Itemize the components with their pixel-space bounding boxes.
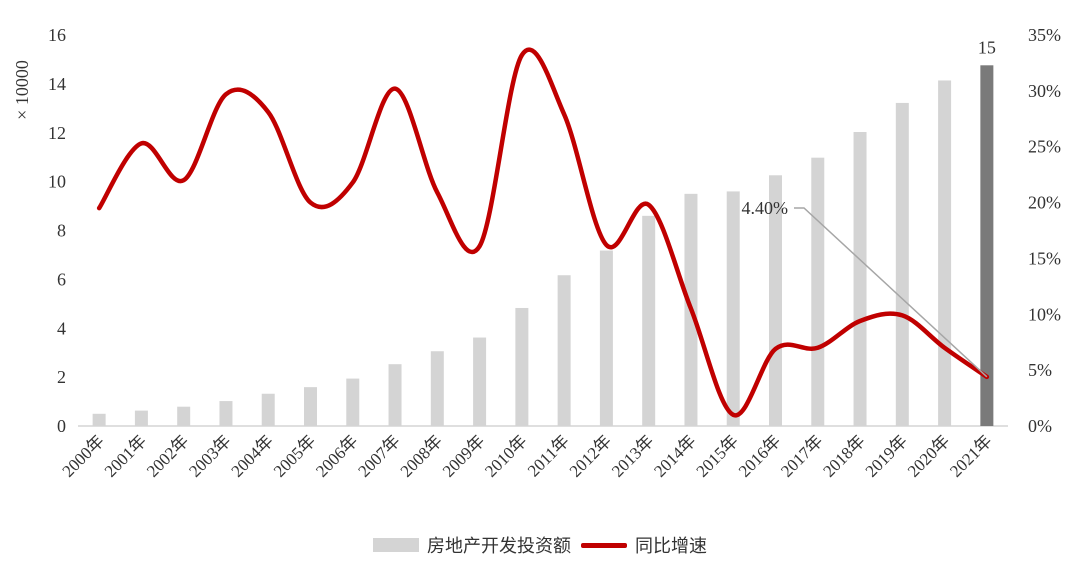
legend-swatch-line <box>581 542 627 548</box>
bar <box>853 132 867 426</box>
left-tick-label: 10 <box>48 172 66 192</box>
bar <box>473 337 487 426</box>
right-tick-label: 30% <box>1028 81 1061 101</box>
x-tick-label: 2006年 <box>312 431 361 480</box>
left-tick-label: 6 <box>57 269 66 289</box>
legend-label-investment: 房地产开发投资额 <box>427 536 571 557</box>
bar <box>92 413 106 426</box>
left-axis-ticks: 0 2 4 6 8 10 12 14 16 <box>48 25 66 436</box>
x-tick-label: 2005年 <box>270 431 319 480</box>
growth-annotation-label: 4.40% <box>742 198 789 218</box>
bar <box>304 387 317 426</box>
x-tick-label: 2013年 <box>608 431 657 480</box>
right-tick-label: 25% <box>1028 137 1061 157</box>
annotation-leader-line <box>794 207 988 378</box>
x-tick-label: 2003年 <box>185 431 234 480</box>
right-tick-label: 5% <box>1028 360 1052 380</box>
growth-rate-line <box>96 47 990 418</box>
x-tick-label: 2018年 <box>819 431 868 480</box>
right-tick-label: 35% <box>1028 25 1061 45</box>
bar <box>346 378 360 426</box>
legend-item-growth: 同比增速 <box>581 532 707 558</box>
x-tick-label: 2010年 <box>481 431 530 480</box>
x-tick-label: 2002年 <box>143 431 192 480</box>
bar <box>134 410 148 426</box>
bar <box>515 307 529 426</box>
x-tick-label: 2015年 <box>693 431 742 480</box>
legend: 房地产开发投资额 同比增速 <box>0 532 1080 558</box>
bar <box>769 175 782 426</box>
x-tick-label: 2021年 <box>946 431 995 480</box>
x-tick-label: 2009年 <box>439 431 488 480</box>
right-tick-label: 20% <box>1028 193 1061 213</box>
x-tick-label: 2012年 <box>566 431 615 480</box>
x-tick-label: 2019年 <box>862 431 911 480</box>
left-tick-label: 14 <box>48 74 66 94</box>
bar <box>599 250 613 426</box>
right-tick-label: 15% <box>1028 248 1061 268</box>
right-axis-ticks: 0% 5% 10% 15% 20% 25% 30% 35% <box>1028 25 1061 436</box>
legend-swatch-bar <box>373 538 419 552</box>
bar-series <box>92 65 994 427</box>
x-tick-label: 2000年 <box>58 431 107 480</box>
left-tick-label: 8 <box>57 221 66 241</box>
left-tick-label: 2 <box>57 367 66 387</box>
bar <box>895 102 909 426</box>
x-tick-label: 2014年 <box>650 431 699 480</box>
bar <box>642 215 656 426</box>
x-axis-ticks: 2000年2001年2002年2003年2004年2005年2006年2007年… <box>58 431 995 480</box>
legend-label-growth: 同比增速 <box>635 536 707 557</box>
data-labels: 15 4.40% <box>742 37 996 378</box>
bar <box>811 157 825 426</box>
x-tick-label: 2001年 <box>101 431 150 480</box>
right-tick-label: 10% <box>1028 304 1061 324</box>
x-tick-label: 2007年 <box>354 431 403 480</box>
x-tick-label: 2020年 <box>904 431 953 480</box>
bar <box>980 65 994 427</box>
bar <box>430 351 444 426</box>
bar <box>726 191 740 426</box>
bar <box>177 406 191 426</box>
bar <box>388 364 402 426</box>
x-tick-label: 2011年 <box>524 431 573 480</box>
bar <box>261 393 275 426</box>
bar <box>219 401 233 426</box>
left-tick-label: 0 <box>57 416 66 436</box>
legend-item-investment: 房地产开发投资额 <box>373 532 571 558</box>
left-tick-label: 16 <box>48 25 66 45</box>
left-tick-label: 12 <box>48 123 66 143</box>
x-tick-label: 2017年 <box>777 431 826 480</box>
left-axis-label: × 10000 <box>12 60 32 120</box>
x-tick-label: 2004年 <box>228 431 277 480</box>
bar-value-label: 15 <box>978 37 996 57</box>
right-tick-label: 0% <box>1028 416 1052 436</box>
bar <box>938 80 952 427</box>
x-tick-label: 2016年 <box>735 431 784 480</box>
bar <box>557 275 571 426</box>
left-tick-label: 4 <box>57 318 66 338</box>
x-tick-label: 2008年 <box>397 431 446 480</box>
